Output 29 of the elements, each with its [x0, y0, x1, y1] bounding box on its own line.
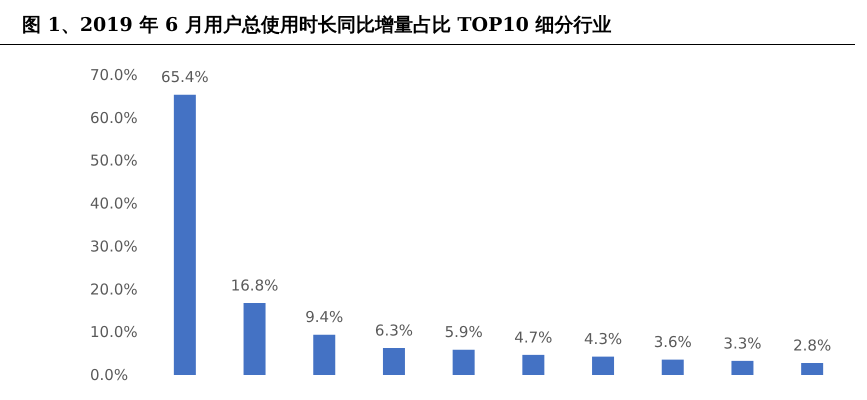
bar — [522, 354, 544, 375]
data-label: 65.4% — [161, 68, 209, 86]
data-label: 5.9% — [444, 323, 483, 342]
bar — [244, 303, 266, 375]
y-tick-label: 30.0% — [90, 237, 138, 256]
y-tick-label: 10.0% — [90, 323, 138, 342]
y-tick-label: 40.0% — [90, 194, 138, 213]
bar — [592, 356, 614, 375]
y-tick-label: 20.0% — [90, 280, 138, 298]
data-label: 2.8% — [793, 336, 832, 354]
data-label: 6.3% — [374, 322, 414, 340]
bar — [452, 350, 475, 375]
data-label: 9.4% — [305, 308, 344, 326]
data-label: 16.8% — [230, 276, 278, 294]
data-label: 4.3% — [584, 330, 622, 348]
bar — [662, 360, 684, 375]
y-tick-label: 50.0% — [90, 152, 138, 170]
data-label: 4.7% — [514, 328, 552, 346]
y-tick-label: 70.0% — [90, 66, 138, 84]
bar — [382, 348, 405, 375]
chart-title: 图 1、2019 年 6 月用户总使用时长同比增量占比 TOP10 细分行业 — [0, 0, 855, 45]
bar — [801, 363, 824, 375]
y-tick-label: 60.0% — [90, 108, 138, 127]
bar — [313, 334, 336, 375]
bar — [731, 360, 754, 375]
data-label: 3.6% — [654, 333, 692, 352]
bar — [174, 94, 196, 375]
y-tick-label: 0.0% — [90, 366, 128, 384]
data-label: 3.3% — [723, 334, 762, 352]
